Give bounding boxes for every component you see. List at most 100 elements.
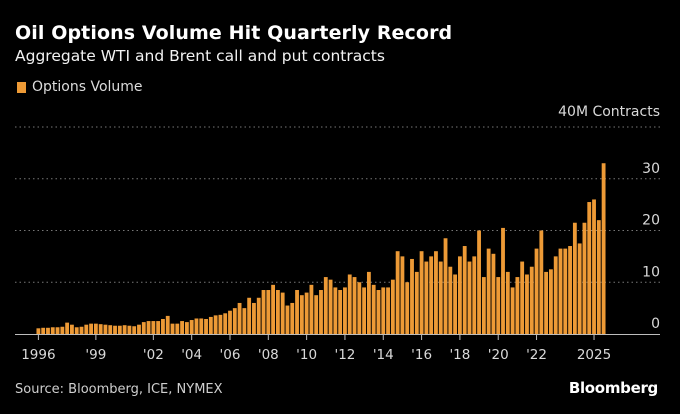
x-tick-label: '18 — [449, 347, 470, 363]
bar — [587, 202, 592, 334]
bar — [386, 287, 390, 334]
legend: Options Volume — [17, 79, 143, 95]
bar — [434, 251, 438, 334]
bar — [400, 256, 405, 335]
bar — [410, 258, 414, 334]
bar — [443, 238, 448, 334]
bar — [376, 290, 381, 334]
x-tick-label: '20 — [488, 347, 509, 363]
x-tick-label: '99 — [85, 347, 106, 363]
chart-title: Oil Options Volume Hit Quarterly Record — [15, 22, 453, 44]
x-tick-label: 2025 — [577, 347, 611, 363]
bar — [309, 284, 314, 334]
bar — [582, 222, 587, 334]
bar — [333, 287, 338, 334]
bar — [319, 290, 323, 334]
bar — [563, 248, 568, 334]
bar — [252, 302, 256, 334]
bar — [103, 324, 108, 334]
bar — [237, 302, 242, 334]
x-tick-label: '04 — [181, 347, 202, 363]
bar — [515, 277, 520, 334]
bar — [304, 292, 309, 334]
bar — [271, 284, 276, 334]
bar — [481, 277, 486, 334]
bar — [242, 308, 247, 335]
bar — [146, 321, 151, 334]
bar — [539, 230, 544, 334]
bar — [89, 323, 93, 334]
bar — [199, 318, 204, 334]
bar — [338, 290, 343, 334]
x-tick-label: '06 — [220, 347, 241, 363]
bar — [108, 325, 113, 334]
bar — [65, 322, 70, 334]
bar — [98, 324, 103, 334]
bar — [127, 325, 132, 334]
bar — [472, 256, 477, 335]
y-tick-label: 0 — [651, 316, 660, 332]
legend-label: Options Volume — [32, 79, 143, 95]
bar — [232, 308, 237, 335]
grid-layer — [15, 126, 660, 283]
bar — [414, 271, 419, 334]
bar — [419, 251, 424, 334]
bar — [577, 243, 582, 334]
bar — [568, 246, 572, 334]
bar — [275, 290, 280, 334]
bar — [84, 324, 89, 334]
bar — [156, 321, 161, 334]
bar — [357, 282, 362, 334]
bar — [462, 246, 467, 334]
bar-chart: 0 10 20 30 40M Contracts 1996 '99 '02 '04 '06 '08 '… — [15, 104, 660, 363]
bar — [371, 284, 376, 334]
bar — [529, 266, 534, 334]
y-tick-label: 30 — [642, 161, 660, 177]
source-note: Source: Bloomberg, ICE, NYMEX — [15, 382, 223, 397]
bar — [285, 305, 290, 334]
y-tick-label: 20 — [642, 213, 660, 229]
bar — [213, 315, 218, 334]
x-tick-label: 1996 — [21, 347, 55, 363]
bar — [572, 222, 577, 334]
bar — [93, 323, 98, 334]
bloomberg-logo: Bloomberg — [568, 379, 658, 397]
legend-swatch — [17, 81, 26, 93]
bar — [175, 323, 180, 334]
bar — [405, 282, 410, 334]
bar — [41, 327, 46, 334]
bar — [395, 251, 400, 334]
x-tick-label: '08 — [258, 347, 279, 363]
x-tick-label: '16 — [411, 347, 432, 363]
bar — [390, 279, 395, 334]
bar — [256, 297, 261, 334]
bar — [165, 315, 170, 334]
bar — [505, 271, 510, 334]
chart-subtitle: Aggregate WTI and Brent call and put con… — [15, 47, 385, 65]
bar — [343, 287, 347, 334]
bar — [328, 279, 333, 334]
bar — [151, 321, 156, 334]
bar — [208, 316, 213, 334]
bar — [266, 290, 271, 334]
bar — [50, 327, 55, 334]
y-tick-label: 10 — [642, 264, 660, 280]
bar — [137, 324, 141, 334]
bar — [549, 269, 553, 334]
bar — [189, 320, 194, 334]
bar — [290, 302, 295, 334]
bar — [161, 318, 165, 334]
bar — [46, 327, 50, 334]
bar — [381, 287, 386, 334]
axis-layer: 0 10 20 30 40M Contracts 1996 '99 '02 '04 '06 '08 '… — [15, 104, 660, 363]
bar — [352, 277, 357, 334]
bar — [194, 318, 199, 334]
bar — [366, 271, 371, 334]
bar — [496, 277, 501, 334]
bar — [247, 297, 252, 334]
bar — [117, 325, 122, 334]
bar — [429, 256, 434, 335]
bar — [228, 310, 232, 334]
bar — [596, 220, 601, 334]
bar — [261, 290, 266, 334]
